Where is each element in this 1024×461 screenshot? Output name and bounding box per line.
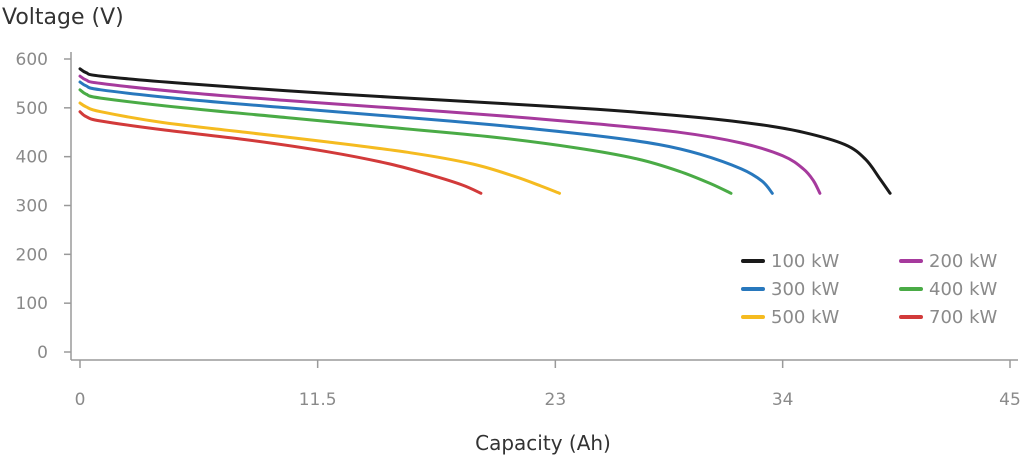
axes — [70, 52, 1018, 361]
y-tick-label: 400 — [16, 148, 48, 168]
series-line-100-kw — [78, 67, 892, 195]
legend: 100 kW 200 kW 300 kW 400 kW 500 kW 700 kW — [741, 251, 998, 328]
legend-label: 100 kW — [771, 251, 840, 272]
x-tick-label: 23 — [545, 390, 567, 410]
x-tick-label: 11.5 — [299, 390, 337, 410]
series-line-700-kw — [78, 110, 483, 195]
y-tick-label: 300 — [16, 197, 48, 217]
x-tick-label: 45 — [999, 390, 1021, 410]
legend-label: 400 kW — [929, 279, 998, 300]
y-axis-ticks: 0 100 200 300 400 500 600 — [16, 50, 71, 363]
x-axis-title: Capacity (Ah) — [475, 431, 611, 455]
legend-label: 300 kW — [771, 279, 840, 300]
y-axis-title: Voltage (V) — [2, 5, 124, 30]
x-tick-label: 0 — [75, 390, 86, 410]
y-tick-label: 100 — [16, 294, 48, 314]
x-axis-ticks: 0 11.5 23 34 45 — [75, 360, 1021, 410]
y-tick-label: 0 — [37, 343, 48, 363]
series-line-200-kw — [78, 74, 822, 195]
series-line-300-kw — [78, 80, 774, 195]
legend-label: 700 kW — [929, 307, 998, 328]
series-lines — [78, 67, 892, 195]
series-line-500-kw — [78, 101, 561, 195]
legend-label: 500 kW — [771, 307, 840, 328]
x-tick-label: 34 — [772, 390, 794, 410]
series-line-400-kw — [78, 88, 733, 195]
y-tick-label: 600 — [16, 50, 48, 70]
legend-label: 200 kW — [929, 251, 998, 272]
y-tick-label: 200 — [16, 245, 48, 265]
y-tick-label: 500 — [16, 99, 48, 119]
